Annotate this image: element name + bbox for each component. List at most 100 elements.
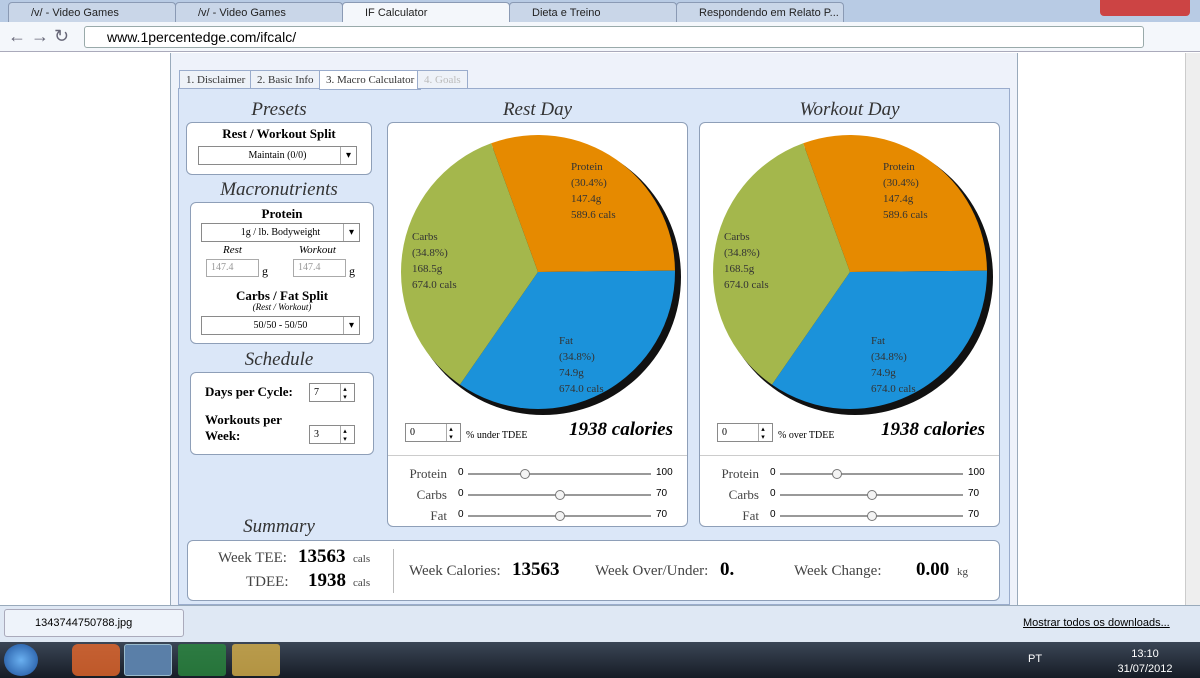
slice-text: 74.9g	[871, 367, 896, 379]
select[interactable]: 1g / lb. Bodyweight	[201, 223, 360, 242]
spinner[interactable]: 0	[405, 423, 461, 442]
slice-label: Protein (30.4%) 147.4g 589.6 cals	[883, 159, 928, 223]
slider-max: 100	[968, 467, 985, 478]
taskbar-app[interactable]	[124, 644, 172, 676]
pie-chart	[713, 134, 993, 415]
day-box: Protein (30.4%) 147.4g 589.6 cals Fat (34.8%)…	[387, 122, 688, 527]
clock-time[interactable]: 13:10	[1131, 648, 1159, 660]
value: 0.	[720, 559, 735, 580]
select[interactable]: Maintain (0/0)	[198, 146, 357, 165]
slice-text: Fat	[559, 335, 574, 347]
schedule-box: Days per Cycle: 7 Workouts per Week: 3	[190, 372, 374, 455]
slice-text: (34.8%)	[559, 351, 595, 363]
scrollbar[interactable]	[1185, 53, 1200, 605]
label: Protein	[261, 206, 303, 221]
slider-knob[interactable]	[866, 511, 877, 521]
browser-tab[interactable]: IF Calculator	[342, 2, 510, 22]
slider-name: Carbs	[728, 487, 759, 502]
browser-tab[interactable]: Dieta e Treino	[509, 2, 677, 22]
slider-knob[interactable]	[554, 511, 565, 521]
taskbar-app[interactable]	[232, 644, 280, 676]
divider	[393, 549, 394, 593]
slider-min: 0	[770, 509, 776, 520]
label: Week Change:	[794, 563, 882, 579]
slice-text: Protein	[883, 161, 915, 173]
adjust-label: % under TDEE	[466, 430, 528, 441]
unit: g	[262, 264, 268, 278]
presets-box: Rest / Workout Split Maintain (0/0)	[186, 122, 372, 175]
label: TDEE:	[246, 574, 289, 590]
slice-text: 589.6 cals	[883, 209, 928, 221]
macros-box: Protein 1g / lb. Bodyweight Rest Workout…	[190, 202, 374, 344]
slider-knob[interactable]	[519, 469, 530, 479]
slider-knob[interactable]	[554, 490, 565, 500]
spinner[interactable]: 7	[309, 383, 355, 402]
slider-max: 70	[656, 509, 668, 520]
label: Rest / Workout Split	[222, 126, 336, 141]
slider-min: 0	[770, 467, 776, 478]
download-bar	[0, 605, 1200, 642]
summary-box: Week TEE: 13563 cals TDEE: 1938 cals Wee…	[187, 540, 1000, 601]
schedule-heading: Schedule	[244, 349, 314, 370]
pie-slice	[771, 270, 987, 410]
pie-slice	[803, 134, 987, 272]
slice-text: (34.8%)	[724, 247, 760, 259]
slice-text: 674.0 cals	[559, 383, 604, 395]
browser-tab[interactable]: /v/ - Video Games	[175, 2, 343, 22]
step-tab[interactable]: 4. Goals	[417, 70, 468, 89]
summary-heading: Summary	[243, 516, 315, 537]
value: 0.00	[916, 559, 950, 580]
step-tab[interactable]: 2. Basic Info	[250, 70, 321, 89]
slider-name: Protein	[721, 466, 759, 481]
taskbar-app[interactable]	[178, 644, 226, 676]
slice-text: 674.0 cals	[412, 279, 457, 291]
slice-text: Carbs	[724, 231, 750, 243]
taskbar-app[interactable]	[72, 644, 120, 676]
slice-text: 168.5g	[724, 263, 755, 275]
browser-tab[interactable]: Respondendo em Relato P...	[676, 2, 844, 22]
slider-knob[interactable]	[831, 469, 842, 479]
slice-text: (34.8%)	[871, 351, 907, 363]
language[interactable]: PT	[1028, 653, 1043, 665]
input[interactable]: 147.4	[293, 259, 346, 277]
slice-label: Carbs (34.8%) 168.5g 674.0 cals	[412, 229, 457, 293]
slider-name: Protein	[409, 466, 447, 481]
slice-text: Fat	[871, 335, 886, 347]
slider-knob[interactable]	[866, 490, 877, 500]
download-item[interactable]: 1343744750788.jpg	[4, 609, 184, 637]
slice-text: 674.0 cals	[871, 383, 916, 395]
slider-min: 0	[458, 467, 464, 478]
address-bar[interactable]: www.1percentedge.com/ifcalc/	[84, 26, 1144, 48]
window-controls[interactable]	[1100, 0, 1190, 16]
nav-buttons[interactable]: ← → ↻	[8, 26, 70, 46]
step-tab[interactable]: 1. Disclaimer	[179, 70, 253, 89]
label: Carbs / Fat Split	[235, 288, 329, 303]
slider-max: 70	[968, 509, 980, 520]
clock-date[interactable]: 31/07/2012	[1117, 663, 1173, 675]
label: Week TEE:	[218, 550, 287, 566]
slice-label: Fat (34.8%) 74.9g 674.0 cals	[871, 333, 916, 397]
pie-slice	[491, 134, 675, 272]
show-all-downloads[interactable]: Mostrar todos os downloads...	[1023, 617, 1170, 629]
calories: 1938 calories	[569, 419, 673, 440]
divider	[700, 455, 999, 456]
slider-min: 0	[458, 509, 464, 520]
slice-text: Protein	[571, 161, 603, 173]
macros-heading: Macronutrients	[220, 179, 338, 200]
spinner[interactable]: 3	[309, 425, 355, 444]
pie-slice	[713, 143, 850, 385]
label: Rest	[223, 244, 242, 256]
input[interactable]: 147.4	[206, 259, 259, 277]
unit: cals	[353, 577, 371, 589]
select[interactable]: 50/50 - 50/50	[201, 316, 360, 335]
presets-heading: Presets	[251, 99, 307, 120]
unit: g	[349, 264, 355, 278]
start-button[interactable]	[4, 644, 38, 676]
label: Week Calories:	[409, 563, 501, 579]
spinner[interactable]: 0	[717, 423, 773, 442]
calories: 1938 calories	[881, 419, 985, 440]
browser-tab[interactable]: /v/ - Video Games	[8, 2, 176, 22]
step-tab[interactable]: 3. Macro Calculator	[319, 70, 422, 90]
slider-name: Fat	[430, 508, 447, 523]
